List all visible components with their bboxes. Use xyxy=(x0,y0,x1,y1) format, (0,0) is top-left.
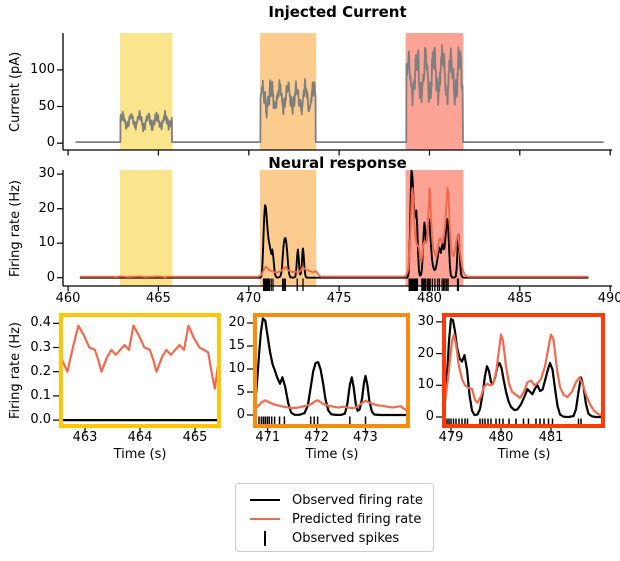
observed-line xyxy=(256,317,407,417)
red-zoom-frame xyxy=(442,313,605,428)
zoom-gold-plot xyxy=(53,313,221,434)
orange-zoom-frame xyxy=(253,313,410,428)
zoom-orange-plot xyxy=(247,313,410,434)
predicted-line xyxy=(445,333,602,417)
predicted-line xyxy=(256,399,407,412)
observed-line xyxy=(79,169,589,279)
observed-spikes xyxy=(258,416,367,426)
current-line xyxy=(75,44,604,144)
gold-zoom-frame xyxy=(59,313,221,428)
observed-spikes xyxy=(262,278,460,291)
predicted-line xyxy=(62,324,218,390)
predicted-line xyxy=(79,187,589,279)
gold-window-span xyxy=(119,33,173,150)
injected-current-plot xyxy=(57,33,612,156)
neural-response-plot xyxy=(57,169,612,292)
gold-window-span xyxy=(119,170,173,286)
zoom-red-plot xyxy=(436,313,605,434)
observed-line xyxy=(445,317,602,419)
